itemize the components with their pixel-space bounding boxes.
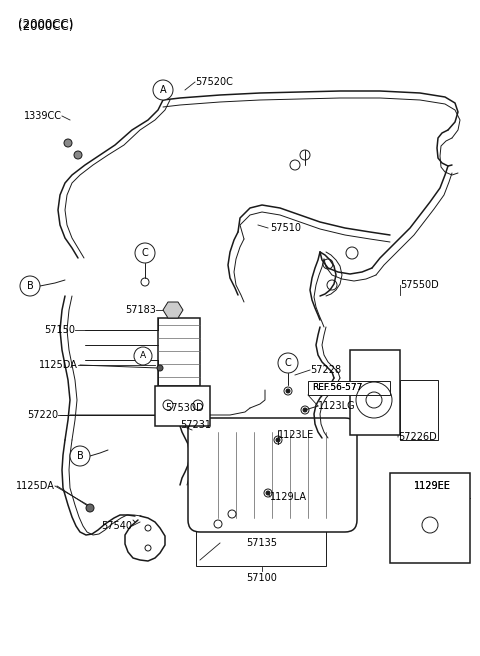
Bar <box>308 381 390 395</box>
Text: B: B <box>77 451 84 461</box>
Text: 57226D: 57226D <box>398 432 437 442</box>
Text: 57231: 57231 <box>180 420 211 430</box>
FancyBboxPatch shape <box>188 418 357 532</box>
Text: B: B <box>26 281 34 291</box>
Circle shape <box>20 276 40 296</box>
Text: 57228: 57228 <box>310 365 341 375</box>
Text: 1339CC: 1339CC <box>24 111 62 121</box>
Text: 1129EE: 1129EE <box>414 481 450 491</box>
Circle shape <box>74 151 82 159</box>
Text: 57150: 57150 <box>44 325 75 335</box>
Text: A: A <box>160 85 166 95</box>
Text: 1129EE: 1129EE <box>414 481 450 491</box>
Text: 57540: 57540 <box>101 521 132 531</box>
Bar <box>350 350 400 435</box>
Text: A: A <box>140 352 146 361</box>
Bar <box>196 524 326 566</box>
Bar <box>155 386 210 426</box>
Circle shape <box>134 347 152 365</box>
Circle shape <box>135 243 155 263</box>
Circle shape <box>70 446 90 466</box>
Text: 1123LG: 1123LG <box>318 401 356 411</box>
Circle shape <box>266 491 270 495</box>
Circle shape <box>86 504 94 512</box>
Circle shape <box>64 139 72 147</box>
Text: 1125DA: 1125DA <box>16 481 55 491</box>
Text: 57183: 57183 <box>125 305 156 315</box>
Text: 1123LE: 1123LE <box>278 430 314 440</box>
Text: 57550D: 57550D <box>400 280 439 290</box>
Bar <box>390 473 470 563</box>
Text: REF.56-577: REF.56-577 <box>312 384 362 392</box>
Text: 57135: 57135 <box>247 538 277 548</box>
Text: C: C <box>285 358 291 368</box>
Text: 1125DA: 1125DA <box>39 360 78 370</box>
Text: 57530D: 57530D <box>165 403 204 413</box>
Circle shape <box>286 389 290 393</box>
Bar <box>158 318 200 386</box>
Text: 57100: 57100 <box>247 573 277 583</box>
Text: 1129LA: 1129LA <box>270 492 307 502</box>
Text: 57520C: 57520C <box>195 77 233 87</box>
Bar <box>400 380 438 440</box>
Circle shape <box>157 365 163 371</box>
Circle shape <box>278 353 298 373</box>
Circle shape <box>303 408 307 412</box>
Text: 57220: 57220 <box>27 410 58 420</box>
Text: REF.56-577: REF.56-577 <box>312 384 362 392</box>
Text: C: C <box>142 248 148 258</box>
Circle shape <box>276 438 280 442</box>
Text: (2000CC): (2000CC) <box>18 18 73 31</box>
Polygon shape <box>163 302 183 318</box>
Text: (2000CC): (2000CC) <box>18 20 73 33</box>
Circle shape <box>153 80 173 100</box>
Text: 57510: 57510 <box>270 223 301 233</box>
